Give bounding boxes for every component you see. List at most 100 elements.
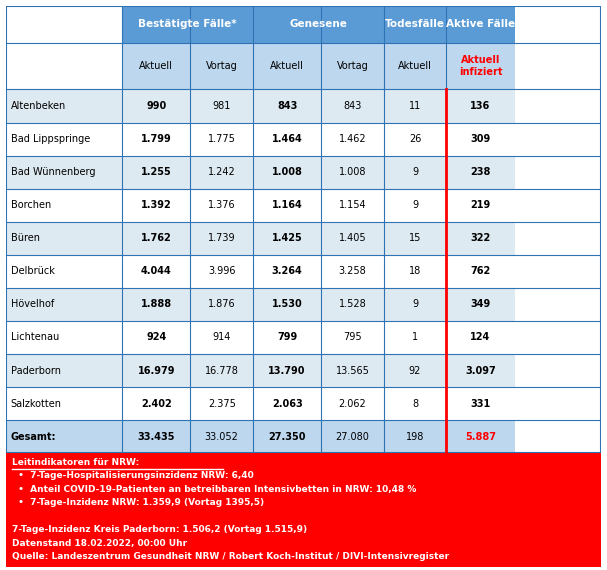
- Bar: [253, 222, 321, 255]
- Bar: [321, 420, 384, 453]
- Bar: [191, 255, 253, 288]
- Text: 1.464: 1.464: [272, 134, 302, 144]
- Bar: [253, 288, 321, 321]
- Bar: [191, 354, 253, 387]
- Text: 1.799: 1.799: [141, 134, 172, 144]
- Text: 3.264: 3.264: [272, 266, 302, 276]
- Text: Vortag: Vortag: [206, 61, 237, 71]
- Bar: [191, 222, 253, 255]
- Text: 1.154: 1.154: [339, 200, 367, 210]
- Text: 1: 1: [412, 332, 418, 343]
- Text: Büren: Büren: [11, 233, 40, 243]
- Text: Datenstand 18.02.2022, 00:00 Uhr: Datenstand 18.02.2022, 00:00 Uhr: [12, 539, 187, 548]
- Text: 762: 762: [470, 266, 490, 276]
- Bar: [446, 222, 515, 255]
- Bar: [446, 354, 515, 387]
- Text: Aktuell: Aktuell: [140, 61, 173, 71]
- Text: 11: 11: [409, 101, 421, 111]
- Bar: [446, 189, 515, 222]
- Bar: [253, 6, 384, 43]
- Text: Leitindikatoren für NRW:: Leitindikatoren für NRW:: [12, 458, 139, 467]
- Text: 309: 309: [470, 134, 490, 144]
- Bar: [122, 354, 191, 387]
- Text: 1.255: 1.255: [141, 167, 172, 177]
- Bar: [384, 189, 446, 222]
- Text: 13.790: 13.790: [268, 365, 306, 376]
- Text: 331: 331: [470, 398, 490, 409]
- Bar: [446, 6, 515, 43]
- Bar: [446, 156, 515, 189]
- Text: Bad Lippspringe: Bad Lippspringe: [11, 134, 90, 144]
- Text: Bad Wünnenberg: Bad Wünnenberg: [11, 167, 95, 177]
- Bar: [6, 156, 122, 189]
- Text: Quelle: Landeszentrum Gesundheit NRW / Robert Koch-Institut / DIVI-Intensivregis: Quelle: Landeszentrum Gesundheit NRW / R…: [12, 552, 449, 561]
- Text: 924: 924: [146, 332, 166, 343]
- Text: 2.402: 2.402: [141, 398, 172, 409]
- Text: Genesene: Genesene: [290, 19, 347, 29]
- Text: 9: 9: [412, 167, 418, 177]
- Bar: [6, 123, 122, 156]
- Bar: [384, 6, 446, 43]
- Text: 1.530: 1.530: [272, 299, 302, 310]
- Bar: [253, 255, 321, 288]
- Text: 3.097: 3.097: [465, 365, 496, 376]
- Text: Vortag: Vortag: [337, 61, 368, 71]
- Text: 1.405: 1.405: [339, 233, 367, 243]
- Bar: [321, 89, 384, 123]
- Bar: [6, 387, 122, 420]
- Text: 92: 92: [409, 365, 421, 376]
- Text: 16.979: 16.979: [138, 365, 175, 376]
- Bar: [122, 189, 191, 222]
- Bar: [122, 6, 253, 43]
- Bar: [6, 288, 122, 321]
- Text: 1.888: 1.888: [141, 299, 172, 310]
- Bar: [122, 255, 191, 288]
- Bar: [321, 288, 384, 321]
- Bar: [321, 123, 384, 156]
- Text: 5.887: 5.887: [465, 431, 496, 442]
- Text: 33.052: 33.052: [205, 431, 239, 442]
- Text: 238: 238: [470, 167, 490, 177]
- Bar: [191, 420, 253, 453]
- Bar: [253, 156, 321, 189]
- Bar: [122, 321, 191, 354]
- Text: •  Anteil COVID-19-Patienten an betreibbaren Intensivbetten in NRW: 10,48 %: • Anteil COVID-19-Patienten an betreibba…: [12, 485, 416, 494]
- Text: 1.376: 1.376: [208, 200, 236, 210]
- Bar: [446, 43, 515, 89]
- Text: 198: 198: [406, 431, 424, 442]
- Bar: [384, 222, 446, 255]
- Text: Paderborn: Paderborn: [11, 365, 61, 376]
- Bar: [384, 156, 446, 189]
- Bar: [384, 123, 446, 156]
- Bar: [122, 156, 191, 189]
- Bar: [122, 89, 191, 123]
- Bar: [6, 6, 122, 43]
- Text: Aktuell: Aktuell: [398, 61, 432, 71]
- Text: 219: 219: [470, 200, 490, 210]
- Text: 15: 15: [409, 233, 421, 243]
- Bar: [253, 321, 321, 354]
- Text: 1.164: 1.164: [272, 200, 302, 210]
- Bar: [321, 321, 384, 354]
- Text: 1.392: 1.392: [141, 200, 172, 210]
- Bar: [191, 123, 253, 156]
- Text: 16.778: 16.778: [205, 365, 239, 376]
- Bar: [321, 156, 384, 189]
- Bar: [384, 43, 446, 89]
- Text: 1.425: 1.425: [272, 233, 302, 243]
- Text: 7-Tage-Inzidenz Kreis Paderborn: 1.506,2 (Vortag 1.515,9): 7-Tage-Inzidenz Kreis Paderborn: 1.506,2…: [12, 525, 307, 534]
- Bar: [6, 89, 122, 123]
- Text: Borchen: Borchen: [11, 200, 51, 210]
- Bar: [446, 321, 515, 354]
- Text: 799: 799: [277, 332, 297, 343]
- Bar: [122, 43, 191, 89]
- Text: 18: 18: [409, 266, 421, 276]
- Bar: [321, 354, 384, 387]
- Bar: [122, 420, 191, 453]
- Bar: [384, 255, 446, 288]
- Text: 349: 349: [470, 299, 490, 310]
- Text: 136: 136: [470, 101, 490, 111]
- Bar: [191, 288, 253, 321]
- Bar: [253, 420, 321, 453]
- Text: Aktuell: Aktuell: [270, 61, 304, 71]
